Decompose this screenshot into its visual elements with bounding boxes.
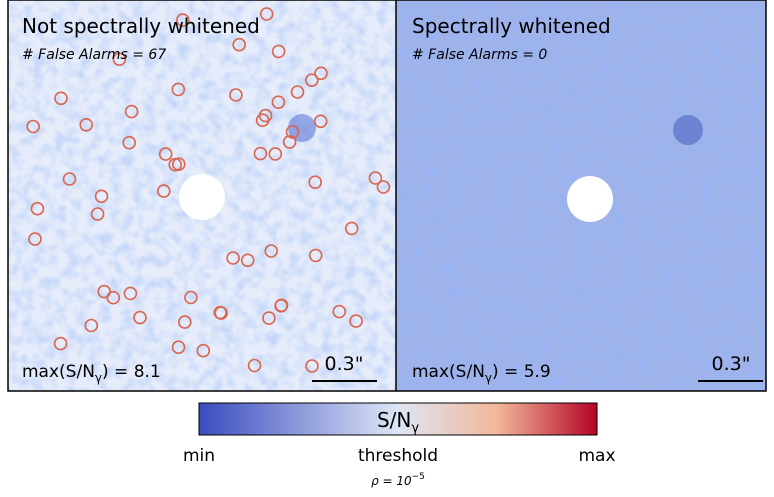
detection-circle: [308, 175, 323, 189]
detection-circle: [112, 52, 127, 67]
detection-circle: [332, 304, 347, 319]
detection-circle: [62, 172, 77, 186]
detection-circle: [124, 104, 139, 119]
detection-circle: [376, 180, 391, 194]
detection-circle: [84, 318, 99, 333]
colorbar-label-sub: γ: [411, 421, 419, 436]
detection-circle: [229, 88, 243, 102]
detection-circle: [253, 146, 268, 161]
detection-circle: [247, 358, 262, 373]
max-label-value: ) = 8.1: [102, 362, 161, 382]
colorbar-label: S/Nγ: [377, 408, 419, 436]
detection-circle: [262, 311, 276, 325]
detection-circle: [305, 359, 319, 373]
detection-circle: [133, 310, 147, 325]
detection-circle: [26, 119, 41, 134]
detection-circle: [268, 147, 283, 161]
max-label-text: max(S/N: [22, 362, 95, 382]
detection-circle: [271, 44, 286, 59]
detection-circle: [30, 201, 45, 216]
detection-circle: [314, 66, 328, 81]
max-label: max(S/Nγ) = 5.9: [412, 362, 551, 385]
detection-circle: [94, 189, 109, 204]
detection-circle: [90, 207, 105, 221]
detection-circle: [28, 232, 42, 246]
detection-circle: [274, 298, 289, 313]
detection-circle: [106, 290, 121, 305]
detection-circle: [349, 314, 363, 328]
scale-bar-label: 0.3": [325, 353, 364, 375]
detection-circle: [232, 37, 246, 52]
detection-circle: [97, 284, 111, 299]
max-label: max(S/Nγ) = 8.1: [22, 362, 161, 385]
detection-circle: [226, 251, 240, 265]
max-label-value: ) = 5.9: [492, 362, 551, 382]
detection-circle: [184, 290, 198, 305]
colorbar-label-text: S/N: [377, 408, 411, 432]
detection-circle: [214, 306, 228, 320]
detection-circle: [157, 184, 171, 198]
colorbar-note-exp: −5: [412, 472, 425, 482]
max-label-sub: γ: [485, 371, 492, 385]
colorbar-tick: min: [183, 446, 215, 466]
max-label-sub: γ: [95, 371, 102, 385]
max-label-text: max(S/N: [412, 362, 485, 382]
detection-circle: [240, 253, 255, 268]
detection-circle: [282, 135, 297, 149]
detection-circle: [178, 315, 192, 329]
detection-circle: [171, 82, 186, 97]
panel-right: Spectrally whitened # False Alarms = 0 m…: [396, 0, 766, 391]
detection-circle: [290, 85, 305, 99]
panel-title: Spectrally whitened: [412, 14, 611, 38]
detection-circle: [158, 147, 173, 161]
panel-subtitle: # False Alarms = 0: [412, 47, 547, 63]
detection-circle: [123, 286, 138, 301]
detection-circle: [176, 13, 190, 27]
panel-title: Not spectrally whitened: [22, 14, 260, 38]
scale-bar-label: 0.3": [712, 353, 751, 375]
detection-circle: [171, 340, 186, 355]
detection-circle: [304, 73, 319, 87]
detection-circle: [313, 114, 328, 129]
panel-subtitle: # False Alarms = 67: [22, 47, 166, 63]
colorbar-note-text: ρ = 10: [371, 474, 412, 488]
detection-circle: [168, 157, 182, 172]
detection-circle: [264, 244, 279, 258]
colorbar: S/Nγ min threshold max ρ = 10−5: [183, 402, 616, 488]
detection-circle: [271, 95, 286, 109]
detection-circle: [258, 108, 273, 123]
detection-circle: [368, 171, 383, 185]
panel-left: Not spectrally whitened # False Alarms =…: [8, 0, 396, 391]
detection-circle: [54, 91, 68, 106]
colorbar-tick: max: [578, 446, 615, 466]
detection-circle: [259, 7, 274, 21]
detection-circle: [308, 248, 323, 263]
detection-circle: [79, 118, 93, 132]
detection-circle: [196, 343, 211, 358]
detection-circle: [285, 125, 300, 139]
colorbar-tick: threshold: [358, 446, 438, 466]
detection-circle: [53, 336, 68, 351]
detection-circle: [344, 221, 359, 236]
detection-circle: [122, 135, 136, 150]
colorbar-note: ρ = 10−5: [371, 472, 425, 488]
